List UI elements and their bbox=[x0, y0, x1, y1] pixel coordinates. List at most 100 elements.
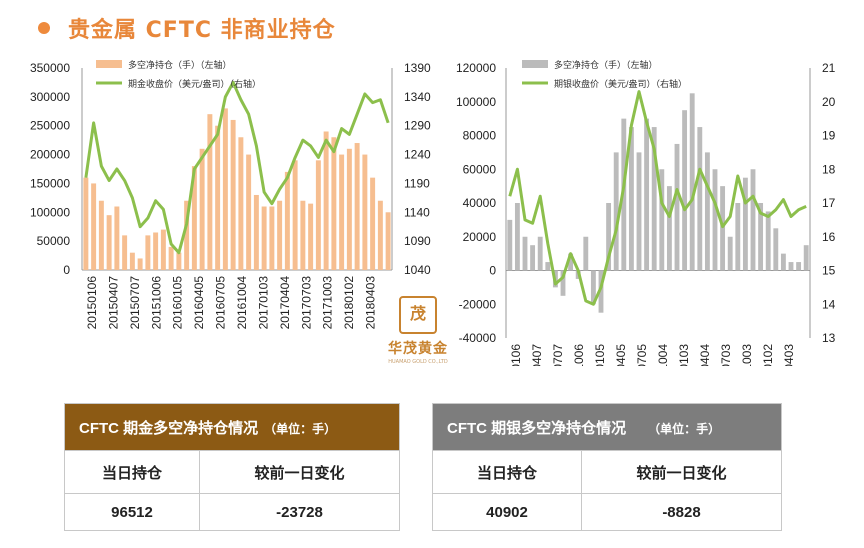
silver-table-val-row: 40902 -8828 bbox=[432, 493, 782, 531]
gold-left-tick-label: 250000 bbox=[30, 119, 70, 133]
silver-left-tick-label: -40000 bbox=[459, 331, 497, 345]
gold-net-position-bar bbox=[83, 177, 89, 270]
gold-net-position-bar bbox=[339, 154, 345, 270]
silver-net-position-bar bbox=[735, 203, 741, 271]
gold-net-position-bar bbox=[308, 203, 314, 270]
silver-x-tick-label: 20180102 bbox=[761, 344, 775, 366]
gold-net-position-bar bbox=[385, 212, 391, 270]
silver-net-position-bar bbox=[636, 152, 642, 271]
logo-subtitle: HUAMAO GOLD CO.,LTD bbox=[388, 359, 448, 365]
gold-net-position-bar bbox=[253, 194, 259, 270]
gold-net-position-bar bbox=[377, 200, 383, 270]
gold-col-change: 较前一日变化 bbox=[199, 450, 400, 494]
gold-x-tick-label: 20170703 bbox=[299, 276, 313, 330]
gold-x-tick-label: 20150106 bbox=[85, 276, 99, 330]
page-title: 贵金属 CFTC 非商业持仓 bbox=[68, 18, 336, 43]
gold-right-tick-label: 1240 bbox=[404, 148, 431, 162]
gold-val-change: -23728 bbox=[199, 493, 400, 531]
silver-net-position-bar bbox=[742, 177, 748, 271]
silver-net-position-bar bbox=[765, 211, 771, 271]
gold-net-position-bar bbox=[284, 171, 290, 270]
silver-left-tick-label: 40000 bbox=[463, 196, 497, 210]
gold-net-position-bar bbox=[315, 160, 321, 270]
gold-net-position-bar bbox=[114, 206, 120, 270]
silver-legend-bar-swatch bbox=[522, 60, 548, 68]
gold-right-tick-label: 1290 bbox=[404, 119, 431, 133]
silver-right-tick-label: 13 bbox=[822, 331, 836, 345]
gold-net-position-bar bbox=[199, 148, 205, 270]
gold-net-position-bar bbox=[207, 114, 213, 270]
page-header: 贵金属 CFTC 非商业持仓 bbox=[38, 12, 336, 44]
gold-net-position-bar bbox=[222, 108, 228, 271]
gold-right-tick-label: 1190 bbox=[404, 176, 430, 190]
silver-val-current: 40902 bbox=[432, 493, 582, 531]
bullet-dot-icon bbox=[38, 22, 50, 34]
gold-val-current: 96512 bbox=[64, 493, 200, 531]
gold-net-position-bar bbox=[269, 206, 275, 270]
silver-net-position-bar bbox=[514, 203, 520, 271]
gold-left-tick-label: 300000 bbox=[30, 90, 70, 104]
gold-x-tick-label: 20160105 bbox=[171, 276, 185, 330]
gold-table-val-row: 96512 -23728 bbox=[64, 493, 400, 531]
gold-col-current: 当日持仓 bbox=[64, 450, 200, 494]
silver-val-change: -8828 bbox=[581, 493, 782, 531]
silver-net-position-bar bbox=[780, 253, 786, 271]
gold-x-tick-label: 20151006 bbox=[149, 276, 163, 330]
gold-position-chart: 0 50000 100000 150000 200000 250000 300000 3500… bbox=[30, 59, 431, 330]
gold-x-tick-label: 20150707 bbox=[128, 276, 142, 330]
gold-net-position-bar bbox=[346, 148, 352, 270]
gold-net-position-bar bbox=[98, 200, 104, 270]
silver-net-position-bar bbox=[606, 203, 612, 271]
gold-left-tick-label: 100000 bbox=[30, 205, 70, 219]
silver-x-tick-label: 20170703 bbox=[719, 344, 733, 366]
company-logo: 茂 华茂黄金 HUAMAO GOLD CO.,LTD bbox=[378, 296, 458, 365]
silver-col-change: 较前一日变化 bbox=[581, 450, 782, 494]
silver-left-tick-label: 120000 bbox=[456, 61, 496, 75]
silver-x-tick-label: 20170103 bbox=[677, 344, 691, 366]
silver-net-position-bar bbox=[727, 236, 733, 271]
gold-net-position-bar bbox=[292, 160, 298, 270]
gold-x-tick-label: 20170103 bbox=[256, 276, 270, 330]
silver-net-position-bar bbox=[674, 143, 680, 271]
gold-position-table: CFTC 期金多空净持仓情况 （单位：手） 当日持仓 较前一日变化 96512 -… bbox=[64, 403, 400, 531]
silver-col-current: 当日持仓 bbox=[432, 450, 582, 494]
gold-net-position-bar bbox=[129, 252, 135, 270]
gold-table-unit: （单位：手） bbox=[264, 421, 337, 436]
silver-table-unit: （单位：手） bbox=[648, 421, 721, 436]
gold-net-position-bar bbox=[277, 200, 283, 270]
silver-net-position-bar bbox=[560, 270, 566, 296]
gold-net-position-bar bbox=[122, 235, 128, 270]
gold-right-tick-label: 1340 bbox=[404, 90, 431, 104]
gold-x-tick-label: 20171003 bbox=[321, 276, 335, 330]
silver-right-tick-label: 21 bbox=[822, 61, 836, 75]
silver-x-tick-label: 20150106 bbox=[509, 344, 523, 366]
silver-net-position-bar bbox=[598, 270, 604, 313]
gold-net-position-bar bbox=[246, 154, 252, 270]
gold-x-tick-label: 20160705 bbox=[214, 276, 228, 330]
silver-x-tick-label: 20160705 bbox=[635, 344, 649, 366]
silver-net-position-bar bbox=[750, 169, 756, 271]
silver-x-tick-label: 20160405 bbox=[614, 344, 628, 366]
silver-right-tick-label: 19 bbox=[822, 129, 836, 143]
gold-left-tick-label: 150000 bbox=[30, 176, 70, 190]
gold-net-position-bar bbox=[106, 215, 112, 270]
gold-right-tick-label: 1390 bbox=[404, 61, 431, 75]
silver-net-position-bar bbox=[522, 236, 528, 271]
silver-right-tick-label: 14 bbox=[822, 297, 836, 311]
gold-right-tick-label: 1140 bbox=[404, 205, 430, 219]
silver-net-position-bar bbox=[545, 262, 551, 271]
gold-net-position-bar bbox=[160, 229, 166, 270]
silver-x-tick-label: 20150407 bbox=[530, 344, 544, 366]
gold-legend-bar-label: 多空净持仓（手）（左轴） bbox=[128, 59, 232, 70]
gold-net-position-bar bbox=[91, 183, 97, 270]
logo-mark-icon: 茂 bbox=[399, 296, 437, 334]
gold-left-tick-label: 0 bbox=[63, 263, 70, 277]
gold-net-position-bar bbox=[176, 252, 182, 270]
silver-net-position-bar bbox=[758, 203, 764, 271]
gold-net-position-bar bbox=[215, 125, 221, 271]
silver-net-position-bar bbox=[803, 245, 809, 271]
silver-right-tick-label: 20 bbox=[822, 95, 836, 109]
silver-left-tick-label: 60000 bbox=[463, 162, 497, 176]
silver-net-position-bar bbox=[704, 152, 710, 271]
gold-right-tick-label: 1090 bbox=[404, 234, 431, 248]
